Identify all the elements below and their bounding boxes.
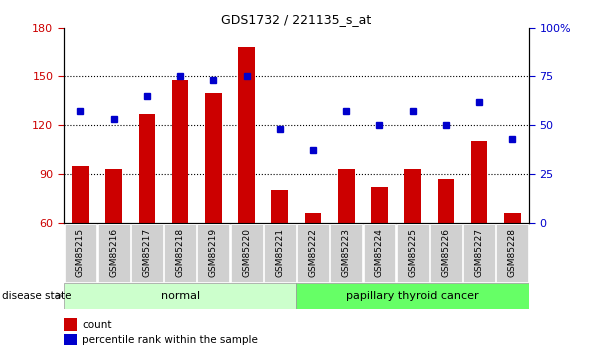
Title: GDS1732 / 221135_s_at: GDS1732 / 221135_s_at [221,13,371,27]
Text: papillary thyroid cancer: papillary thyroid cancer [347,291,479,301]
Bar [297,224,329,282]
Bar [272,190,288,223]
Bar [230,224,263,282]
Text: GSM85225: GSM85225 [408,228,417,277]
Bar [438,179,454,223]
Bar [430,224,462,282]
Text: GSM85226: GSM85226 [441,228,451,277]
Text: GSM85218: GSM85218 [176,228,185,277]
Bar [264,224,295,282]
Text: GSM85221: GSM85221 [275,228,285,277]
Bar [238,47,255,223]
Text: normal: normal [161,291,199,301]
Bar [72,166,89,223]
Text: count: count [82,320,112,329]
Bar [64,318,77,331]
Bar [64,334,77,345]
Bar [471,141,488,223]
Bar [296,283,529,309]
Text: GSM85222: GSM85222 [308,228,317,277]
Bar [98,224,130,282]
Bar [105,169,122,223]
Text: GSM85227: GSM85227 [475,228,483,277]
Text: percentile rank within the sample: percentile rank within the sample [82,335,258,345]
Text: GSM85217: GSM85217 [142,228,151,277]
Text: GSM85228: GSM85228 [508,228,517,277]
Text: disease state: disease state [2,291,71,301]
Text: GSM85220: GSM85220 [242,228,251,277]
Bar [131,224,163,282]
Bar [463,224,495,282]
Bar [364,224,395,282]
Bar [496,224,528,282]
Bar [305,213,321,223]
Bar [198,224,229,282]
Bar [371,187,388,223]
Bar [205,92,222,223]
Bar [164,224,196,282]
Bar [64,283,296,309]
Bar [504,213,520,223]
Bar [404,169,421,223]
Text: GSM85224: GSM85224 [375,228,384,277]
Bar [64,224,97,282]
Bar [172,80,188,223]
Text: GSM85216: GSM85216 [109,228,118,277]
Bar [338,169,354,223]
Text: GSM85223: GSM85223 [342,228,351,277]
Text: GSM85219: GSM85219 [209,228,218,277]
Bar [139,114,155,223]
Bar [330,224,362,282]
Bar [397,224,429,282]
Text: GSM85215: GSM85215 [76,228,85,277]
